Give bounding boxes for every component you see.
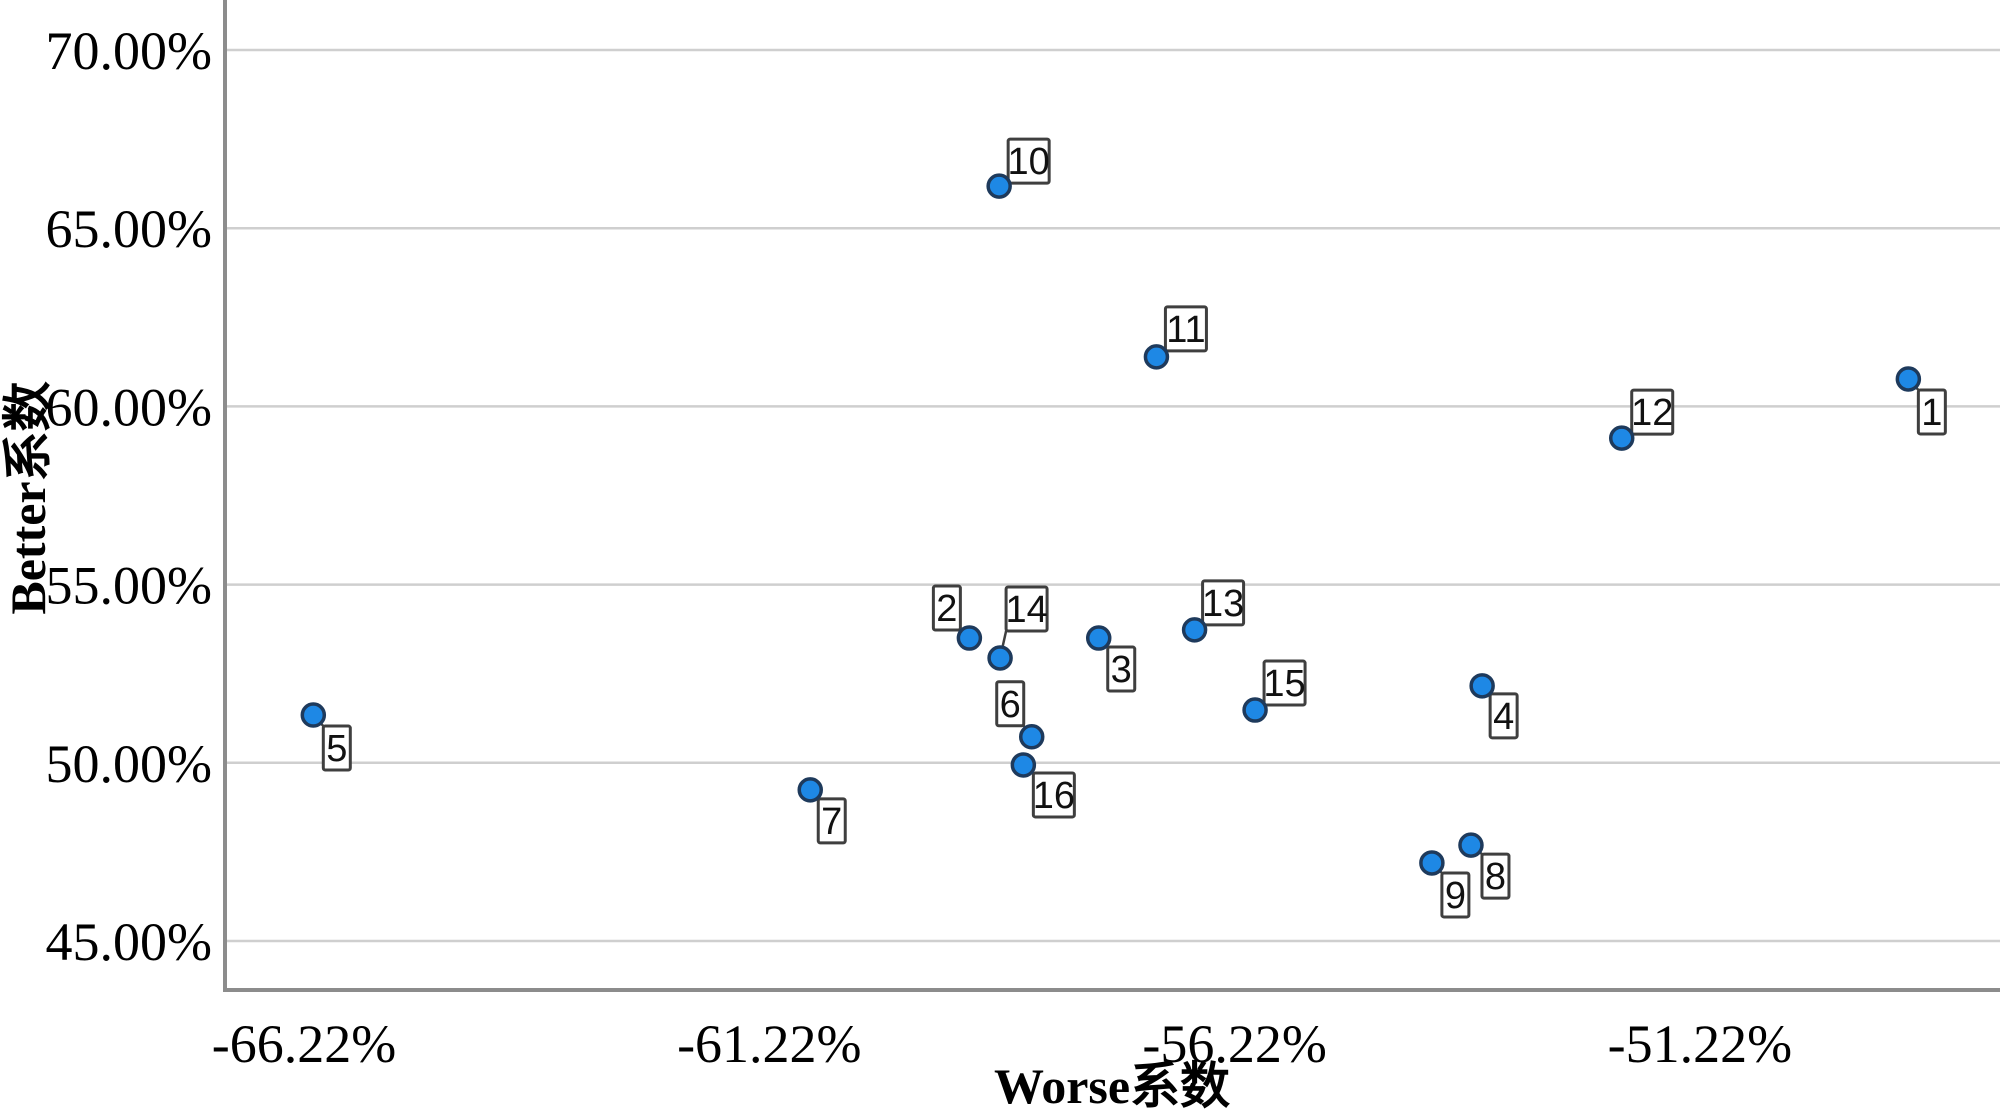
y-axis-title: Better系数: [0, 381, 56, 614]
point-label-text: 5: [326, 728, 347, 770]
point-label-box: [995, 680, 1026, 728]
point-label-text: 12: [1631, 392, 1673, 434]
x-tick-labels: -66.22% -61.22% -56.22% -51.22%: [212, 1014, 1792, 1074]
data-point-dot: [1018, 724, 1045, 750]
point-label-text: 10: [1008, 141, 1050, 183]
data-point-dot: [1895, 366, 1922, 392]
point-label-box: [1480, 852, 1511, 900]
y-tick-labels: 70.00% 65.00% 60.00% 55.00% 50.00% 45.00%: [46, 21, 212, 972]
point-label-text: 13: [1202, 583, 1244, 625]
y-tick-label: 70.00%: [46, 21, 212, 81]
data-point-dot: [1010, 752, 1037, 778]
point-label-box: [1006, 137, 1051, 185]
point-label-box: [816, 797, 847, 845]
point-label-text: 16: [1033, 775, 1075, 817]
point-label-text: 6: [1000, 684, 1021, 726]
point-label-text: 14: [1005, 589, 1047, 631]
x-tick-label: -61.22%: [677, 1014, 861, 1074]
point-label-box: [1630, 388, 1675, 436]
point-label-text: 15: [1263, 663, 1305, 705]
point-label-text: 2: [936, 588, 957, 630]
y-tick-label: 55.00%: [46, 556, 212, 616]
data-point-dot: [1458, 832, 1484, 858]
point-label-text: 7: [821, 801, 842, 843]
data-point-dot: [1085, 625, 1112, 651]
point-label-box: [931, 584, 962, 632]
data-point-dot: [987, 645, 1013, 671]
y-tick-label: 45.00%: [46, 912, 212, 972]
point-label-box: [1106, 645, 1137, 693]
data-point-dot: [1469, 673, 1495, 699]
point-label-box: [1031, 771, 1076, 819]
y-tick-label: 50.00%: [46, 734, 212, 794]
data-point-dot: [956, 625, 983, 651]
data-point-dot: [986, 173, 1012, 199]
point-label-text: 4: [1493, 696, 1514, 738]
x-tick-label: -51.22%: [1608, 1014, 1792, 1074]
data-point-dot: [797, 777, 823, 803]
point-label-text: 11: [1166, 309, 1205, 351]
x-tick-label: -66.22%: [212, 1014, 396, 1074]
point-label-box: [1004, 585, 1049, 633]
point-label-box: [1163, 305, 1208, 353]
data-point-dot: [300, 702, 327, 728]
point-label-text: 8: [1485, 856, 1506, 898]
point-label-text: 1: [1921, 392, 1942, 434]
data-point-dot: [1419, 850, 1445, 876]
gridlines: [227, 48, 2000, 943]
data-point-dot: [1242, 697, 1268, 723]
data-point-dot: [1608, 425, 1635, 451]
point-label-text: 9: [1445, 875, 1466, 917]
y-tick-label: 65.00%: [46, 199, 212, 259]
point-label-box: [1201, 579, 1246, 627]
x-tick-label: -56.22%: [1142, 1014, 1326, 1074]
point-label-box: [1440, 871, 1471, 919]
data-point-dot: [1143, 344, 1170, 370]
x-axis-title: Worse系数: [994, 1058, 1230, 1114]
point-label-box: [1488, 692, 1519, 740]
point-label-box: [1916, 388, 1947, 436]
point-label-text: 3: [1111, 649, 1132, 691]
point-label-box: [321, 724, 352, 772]
data-point-dot: [1181, 617, 1208, 643]
point-label-box: [1262, 659, 1307, 707]
y-tick-label: 60.00%: [46, 377, 212, 437]
